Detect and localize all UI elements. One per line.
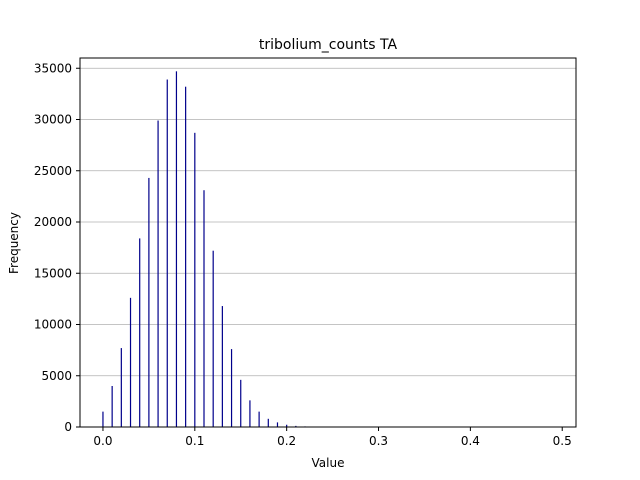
y-tick-label: 35000 (34, 61, 72, 75)
x-axis-label: Value (312, 456, 345, 470)
y-tick-label: 5000 (41, 369, 72, 383)
bars (102, 71, 315, 428)
y-tick-label: 0 (64, 420, 72, 434)
y-axis-label: Frequency (7, 212, 21, 274)
histogram-bar (249, 400, 251, 427)
y-tick-label: 20000 (34, 215, 72, 229)
histogram-bar (212, 250, 214, 427)
y-tick-label: 30000 (34, 113, 72, 127)
x-tick-label: 0.1 (185, 434, 204, 448)
y-tick-label: 15000 (34, 266, 72, 280)
grid-lines (80, 67, 576, 428)
histogram-bar (295, 425, 297, 427)
histogram-bar (129, 297, 132, 427)
histogram-bar (203, 190, 205, 427)
x-tick-label: 0.2 (277, 434, 296, 448)
x-axis-ticks: 0.0 0.1 0.2 0.3 0.4 0.5 (93, 427, 572, 448)
x-tick-label: 0.4 (461, 434, 480, 448)
histogram-bar (276, 422, 279, 427)
chart-title: tribolium_counts TA (259, 37, 398, 53)
histogram-bar (194, 132, 196, 427)
y-tick-label: 25000 (34, 164, 72, 178)
histogram-bar (139, 238, 141, 427)
histogram-bar (185, 86, 187, 427)
y-axis-ticks: 0 5000 10000 15000 20000 25000 30000 35000 (34, 61, 80, 434)
x-tick-label: 0.0 (93, 434, 112, 448)
histogram-bar (221, 306, 223, 427)
x-tick-label: 0.3 (369, 434, 388, 448)
histogram-bar (111, 386, 113, 427)
histogram-bar (157, 120, 159, 428)
histogram-bar (166, 79, 168, 428)
histogram-bar (267, 418, 269, 427)
histogram-bar (230, 349, 233, 427)
histogram-bar (120, 348, 122, 427)
plot-frame (79, 57, 577, 428)
histogram-bar (102, 411, 104, 427)
histogram-bar (240, 379, 242, 427)
histogram-bar (258, 411, 260, 427)
x-tick-label: 0.5 (553, 434, 572, 448)
y-tick-label: 10000 (34, 318, 72, 332)
histogram-bar (148, 177, 150, 427)
histogram-bar (175, 71, 178, 427)
histogram-bar (286, 424, 288, 427)
